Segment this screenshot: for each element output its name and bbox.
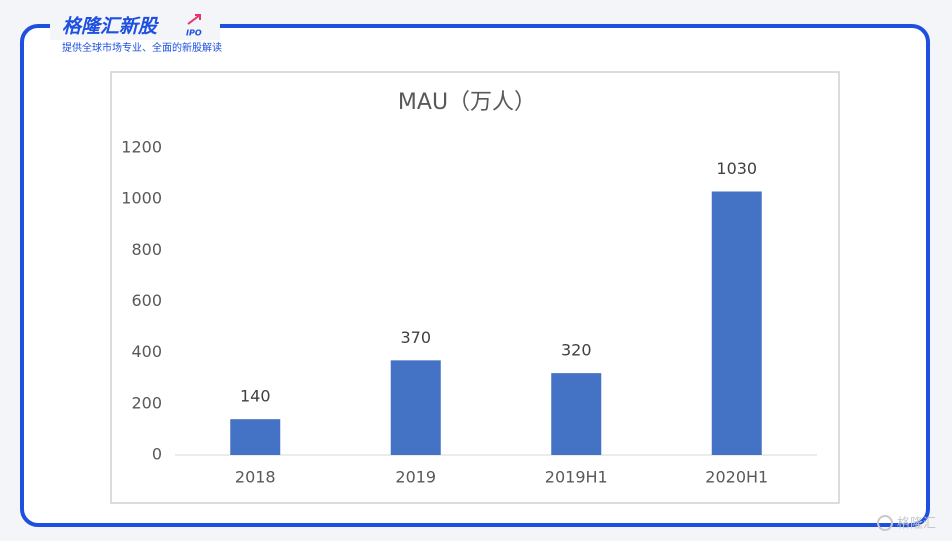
y-tick-label: 800 (131, 240, 162, 259)
frame-gap (50, 10, 220, 40)
x-tick-label: 2019 (395, 468, 436, 487)
data-label: 1030 (716, 159, 757, 178)
watermark-icon (877, 515, 893, 531)
bar (230, 419, 281, 455)
logo-sub: IPO (186, 29, 202, 38)
y-tick-label: 400 (131, 342, 162, 361)
plot: 0 200 400 600 800 1000 1200 2018 140 2019 370 2019H… (121, 138, 768, 487)
bar (390, 360, 441, 455)
logo-arrow (187, 14, 201, 25)
y-tick-label: 1200 (121, 138, 162, 157)
y-tick-label: 600 (131, 291, 162, 310)
chart-title: MAU（万人） (398, 90, 536, 115)
watermark: 格隆汇 (897, 516, 936, 532)
data-label: 320 (561, 341, 592, 360)
y-tick-label: 0 (152, 445, 162, 464)
bar (551, 373, 602, 455)
x-tick-label: 2020H1 (705, 468, 768, 487)
tagline: 提供全球市场专业、全面的新股解读 (62, 41, 222, 54)
x-tick-label: 2018 (235, 468, 276, 487)
y-tick-label: 1000 (121, 189, 162, 208)
bar (711, 191, 762, 455)
data-label: 140 (240, 387, 271, 406)
y-tick-label: 200 (131, 393, 162, 412)
data-label: 370 (400, 328, 431, 347)
x-tick-label: 2019H1 (545, 468, 608, 487)
logo: 格隆汇新股 (62, 16, 159, 38)
